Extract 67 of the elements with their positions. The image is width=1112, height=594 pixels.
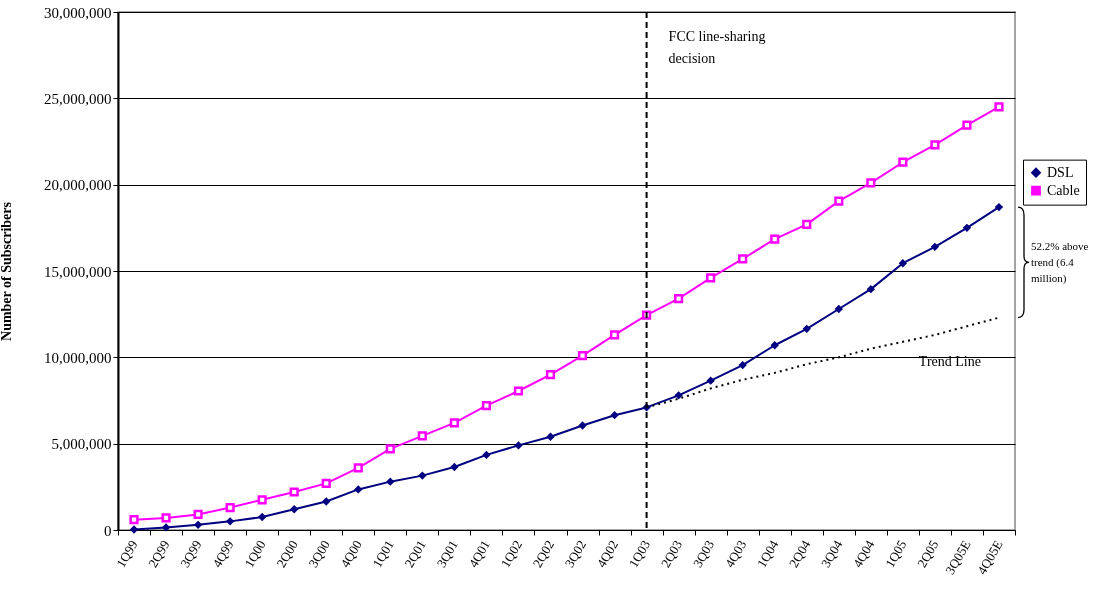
y-tick-label: 5,000,000 bbox=[51, 436, 112, 453]
point bbox=[770, 341, 779, 350]
point bbox=[738, 254, 748, 264]
point bbox=[898, 157, 908, 167]
text: 52.2% above trend (6.4 million) bbox=[1031, 240, 1089, 286]
point bbox=[577, 351, 588, 361]
series-label: Trend Line bbox=[918, 353, 981, 369]
point bbox=[513, 386, 524, 396]
point bbox=[193, 520, 203, 529]
point bbox=[930, 242, 940, 252]
point bbox=[257, 512, 267, 522]
point bbox=[322, 497, 331, 506]
y-tick-label: 0 bbox=[104, 522, 112, 539]
point bbox=[962, 120, 972, 130]
point bbox=[449, 418, 459, 428]
legend-label: Cable bbox=[1047, 182, 1080, 198]
point bbox=[866, 178, 876, 188]
point bbox=[290, 505, 299, 514]
point bbox=[514, 441, 523, 450]
point bbox=[289, 487, 299, 497]
y-tick-label: 10,000,000 bbox=[44, 349, 112, 366]
point bbox=[962, 223, 972, 233]
point bbox=[481, 401, 492, 411]
point bbox=[418, 471, 427, 480]
ref-line-label: FCC line-sharing decision bbox=[668, 29, 766, 66]
point bbox=[129, 515, 139, 525]
point bbox=[386, 477, 395, 486]
point bbox=[546, 432, 555, 441]
point bbox=[321, 478, 331, 488]
point bbox=[706, 273, 716, 283]
point bbox=[225, 502, 235, 513]
point bbox=[354, 485, 363, 494]
point bbox=[129, 525, 139, 534]
point bbox=[994, 202, 1004, 212]
point bbox=[674, 391, 683, 400]
point bbox=[866, 284, 876, 294]
point bbox=[738, 360, 747, 370]
point bbox=[674, 294, 684, 304]
point bbox=[706, 376, 715, 385]
point bbox=[834, 196, 844, 206]
point bbox=[257, 495, 267, 505]
point bbox=[770, 234, 780, 244]
point bbox=[545, 370, 556, 380]
point bbox=[353, 463, 363, 473]
point bbox=[417, 431, 427, 441]
y-axis-title: Number of Subscribers bbox=[0, 201, 14, 341]
y-tick-label: 25,000,000 bbox=[44, 90, 112, 107]
point bbox=[610, 410, 619, 420]
point bbox=[385, 444, 395, 454]
point bbox=[482, 450, 491, 460]
point bbox=[161, 523, 171, 532]
y-tick-label: 20,000,000 bbox=[44, 177, 112, 194]
point bbox=[802, 219, 812, 229]
point bbox=[161, 513, 171, 523]
point bbox=[994, 102, 1004, 112]
point bbox=[578, 421, 587, 430]
point bbox=[193, 509, 203, 520]
y-tick-label: 30,000,000 bbox=[44, 4, 112, 21]
point bbox=[834, 304, 843, 314]
point bbox=[450, 462, 459, 472]
point bbox=[802, 324, 811, 334]
point bbox=[898, 259, 908, 268]
legend-label: DSL bbox=[1047, 164, 1074, 180]
point bbox=[609, 330, 620, 340]
point bbox=[225, 517, 235, 526]
point bbox=[930, 140, 940, 150]
y-tick-label: 15,000,000 bbox=[44, 263, 112, 280]
